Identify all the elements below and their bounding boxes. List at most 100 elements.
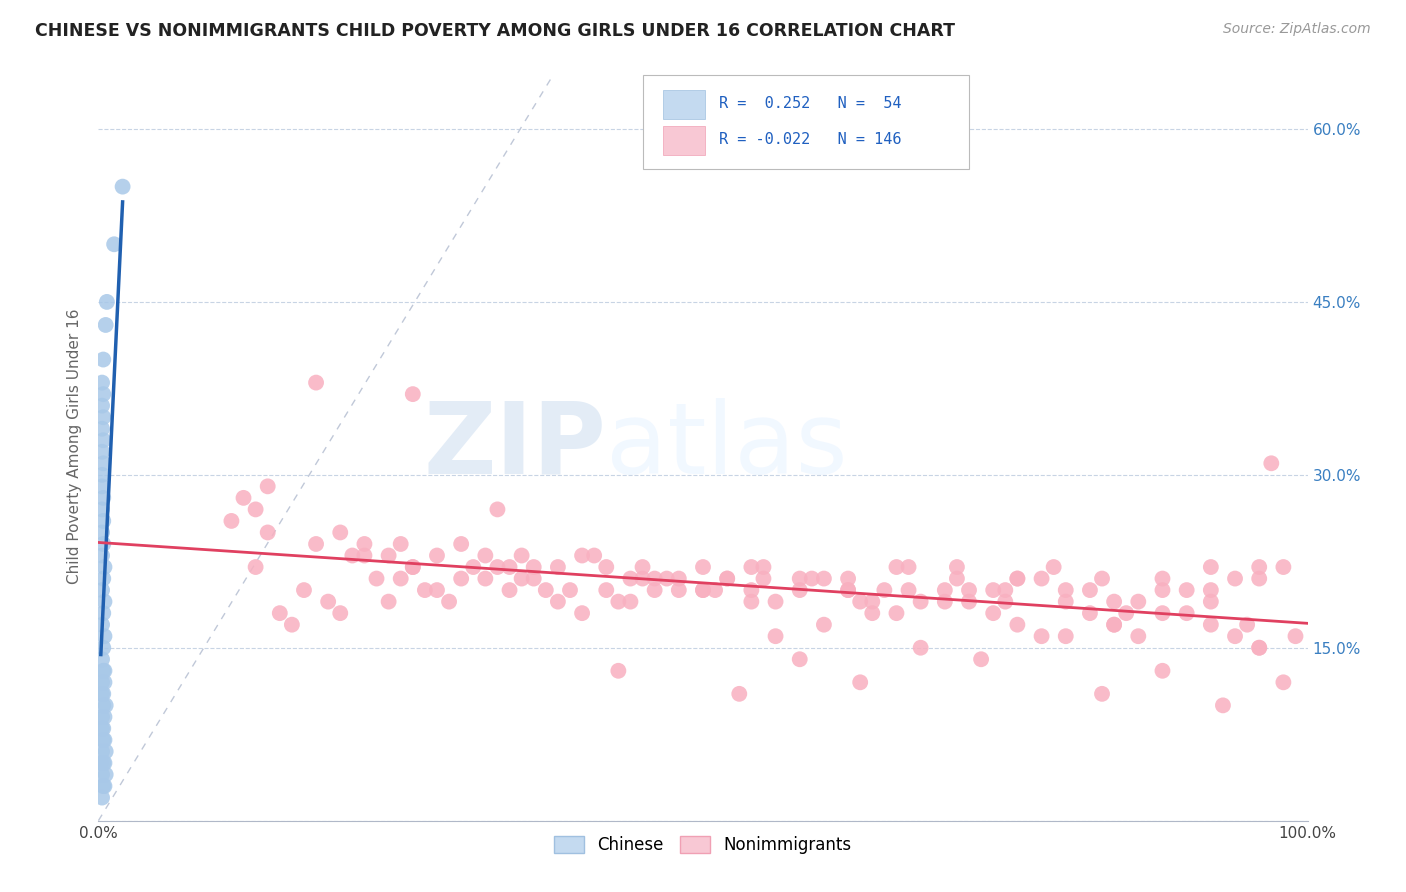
Point [1102,617,1125,632]
Point [91,502,114,516]
Point [377,549,399,563]
Text: R =  0.252   N =  54: R = 0.252 N = 54 [718,96,901,112]
Point [837,583,859,598]
Point [523,572,546,586]
Point [752,572,775,586]
Point [886,560,908,574]
Point [1078,583,1101,598]
Point [1249,572,1271,586]
Point [523,560,546,574]
Point [849,675,872,690]
Point [946,560,969,574]
Point [692,583,714,598]
Point [1042,560,1064,574]
Point [486,560,509,574]
Point [1102,617,1125,632]
FancyBboxPatch shape [643,75,969,169]
Point [1091,572,1114,586]
Point [91,399,114,413]
Point [94,767,117,781]
Text: ZIP: ZIP [423,398,606,494]
Point [547,560,569,574]
Point [91,779,114,793]
Point [402,560,425,574]
Point [91,422,114,436]
Point [1054,583,1077,598]
Point [353,537,375,551]
Point [1007,572,1029,586]
Point [91,744,114,758]
Point [269,606,291,620]
Point [329,525,352,540]
Point [1272,675,1295,690]
Point [91,467,114,482]
Text: atlas: atlas [606,398,848,494]
Point [800,572,823,586]
Point [668,572,690,586]
Point [740,583,762,598]
Text: R = -0.022   N = 146: R = -0.022 N = 146 [718,132,901,147]
Point [103,237,125,252]
Point [1152,572,1174,586]
Point [510,549,533,563]
Point [91,687,114,701]
Point [1249,560,1271,574]
Point [91,525,114,540]
Point [486,502,509,516]
Point [849,594,872,608]
Point [994,583,1017,598]
Point [837,583,859,598]
Point [692,560,714,574]
Point [93,756,115,770]
Point [305,376,328,390]
Y-axis label: Child Poverty Among Girls Under 16: Child Poverty Among Girls Under 16 [67,309,83,583]
Point [91,756,114,770]
Point [256,525,278,540]
Point [860,594,883,608]
Point [619,572,641,586]
Point [558,583,581,598]
Point [619,594,641,608]
Point [91,767,114,781]
Point [1175,606,1198,620]
Point [413,583,436,598]
Point [91,722,114,736]
Point [1236,617,1258,632]
Point [1249,640,1271,655]
Point [94,318,117,332]
Point [595,583,617,598]
Point [957,594,980,608]
Point [91,687,114,701]
Point [1115,606,1137,620]
Point [547,594,569,608]
Point [1007,572,1029,586]
Point [93,560,115,574]
Point [1249,640,1271,655]
Point [897,560,920,574]
Point [946,572,969,586]
Point [292,583,315,598]
Point [91,583,114,598]
Point [886,606,908,620]
Point [595,560,617,574]
Point [91,479,114,493]
Point [571,549,593,563]
Point [91,376,114,390]
Point [96,294,118,309]
Point [644,583,666,598]
Point [91,444,114,458]
Point [342,549,364,563]
Point [1031,572,1053,586]
Point [740,560,762,574]
Point [389,572,412,586]
Point [91,514,114,528]
Point [1223,572,1246,586]
Point [668,583,690,598]
Point [498,560,520,574]
Point [93,629,115,643]
Point [91,640,114,655]
Point [91,572,114,586]
Point [93,675,115,690]
Point [1128,594,1150,608]
Point [91,537,114,551]
